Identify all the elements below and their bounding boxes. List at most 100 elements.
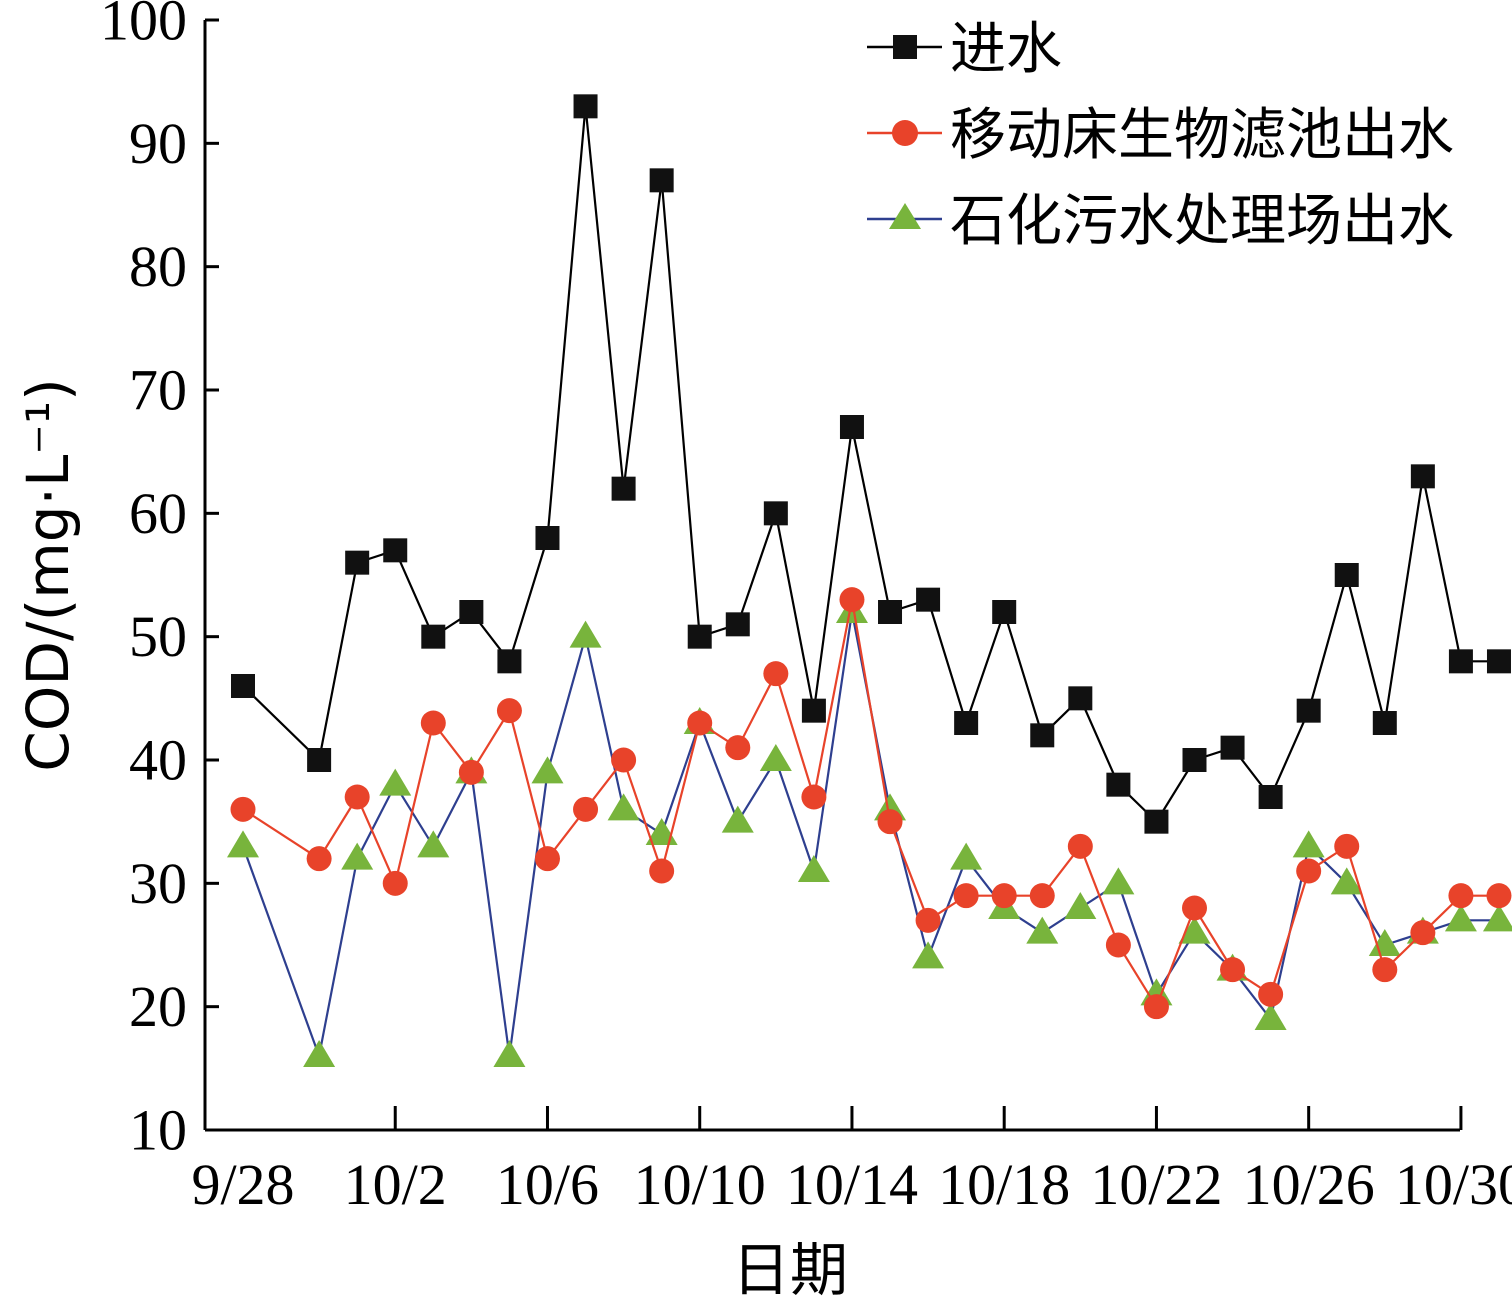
data-point-triangle bbox=[1444, 904, 1477, 932]
data-point-triangle bbox=[531, 756, 564, 784]
data-point-square bbox=[1258, 785, 1283, 809]
data-point-circle bbox=[839, 587, 865, 613]
data-point-circle bbox=[991, 883, 1017, 909]
data-point-circle bbox=[344, 784, 370, 810]
legend-marker-triangle bbox=[889, 203, 921, 229]
data-point-square bbox=[497, 649, 522, 674]
data-point-circle bbox=[915, 907, 941, 933]
legend: 进水 移动床生物滤池出水 石化污水处理场出水 bbox=[867, 17, 1454, 254]
data-point-square bbox=[878, 600, 903, 624]
data-point-square bbox=[231, 674, 255, 698]
data-point-circle bbox=[1220, 957, 1246, 983]
data-point-square bbox=[801, 698, 826, 723]
data-point-circle bbox=[534, 846, 560, 872]
data-point-square bbox=[345, 550, 370, 575]
data-point-triangle bbox=[493, 1040, 526, 1067]
x-axis-title: 日期 bbox=[732, 1236, 848, 1299]
data-point-square bbox=[1182, 748, 1207, 772]
data-point-circle bbox=[877, 809, 903, 835]
legend-marker-circle bbox=[892, 120, 918, 146]
series-line bbox=[242, 599, 1499, 1010]
data-point-circle bbox=[1334, 833, 1360, 859]
data-point-square bbox=[573, 94, 598, 119]
data-point-triangle bbox=[1254, 1003, 1287, 1030]
data-point-circle bbox=[1410, 920, 1436, 946]
data-point-square bbox=[459, 600, 484, 624]
y-ticks: 10 20 30 40 50 60 70 80 90 100 bbox=[100, 0, 219, 1163]
x-tick-label: 9/28 bbox=[191, 1152, 294, 1217]
data-point-triangle bbox=[1026, 916, 1059, 944]
data-point-triangle bbox=[607, 793, 640, 821]
data-point-square bbox=[1448, 649, 1473, 674]
data-point-triangle bbox=[1292, 830, 1325, 858]
data-point-triangle bbox=[1368, 929, 1401, 956]
data-point-square bbox=[1144, 809, 1169, 834]
data-point-triangle bbox=[341, 842, 374, 870]
data-point-square bbox=[1334, 563, 1359, 587]
data-point-circle bbox=[801, 784, 827, 810]
x-tick-label: 10/10 bbox=[634, 1152, 766, 1217]
data-point-square bbox=[1486, 649, 1511, 674]
x-tick-label: 10/30 bbox=[1395, 1152, 1512, 1217]
data-point-circle bbox=[420, 710, 446, 736]
data-point-triangle bbox=[721, 805, 754, 833]
series-0 bbox=[231, 94, 1511, 834]
data-point-triangle bbox=[797, 855, 830, 882]
data-point-square bbox=[1296, 698, 1321, 723]
data-point-circle bbox=[953, 883, 979, 909]
data-point-circle bbox=[573, 796, 599, 822]
data-point-triangle bbox=[1064, 892, 1097, 919]
series-2 bbox=[227, 596, 1512, 1067]
y-tick-label: 30 bbox=[129, 851, 187, 916]
data-point-circle bbox=[306, 846, 332, 872]
data-point-triangle bbox=[227, 830, 259, 858]
data-point-square bbox=[1220, 735, 1245, 760]
data-point-square bbox=[763, 501, 788, 526]
data-point-circle bbox=[725, 735, 751, 761]
axes bbox=[203, 20, 1460, 1132]
data-point-square bbox=[1030, 723, 1055, 748]
series-1 bbox=[230, 587, 1512, 1020]
data-point-triangle bbox=[569, 620, 602, 648]
data-point-square bbox=[1410, 464, 1435, 489]
data-point-circle bbox=[1143, 994, 1169, 1020]
data-point-circle bbox=[1067, 833, 1093, 859]
y-tick-label: 20 bbox=[129, 974, 187, 1039]
y-tick-label: 40 bbox=[129, 728, 187, 793]
data-point-circle bbox=[687, 710, 713, 736]
data-point-triangle bbox=[1178, 916, 1211, 944]
legend-label-mbbr: 移动床生物滤池出水 bbox=[950, 103, 1454, 168]
data-point-circle bbox=[1105, 932, 1131, 958]
data-point-circle bbox=[1486, 883, 1512, 909]
x-ticks: 9/28 10/2 10/6 10/10 10/14 10/18 10/22 10/26 10/… bbox=[191, 1106, 1512, 1217]
legend-label-plant: 石化污水处理场出水 bbox=[950, 189, 1454, 254]
data-point-square bbox=[687, 624, 712, 649]
data-point-circle bbox=[1296, 858, 1322, 884]
legend-item-plant: 石化污水处理场出水 bbox=[867, 189, 1454, 254]
data-point-square bbox=[307, 748, 332, 772]
data-point-square bbox=[839, 415, 864, 439]
data-point-triangle bbox=[950, 842, 983, 870]
data-point-triangle bbox=[417, 830, 450, 858]
legend-item-inflow: 进水 bbox=[867, 17, 1062, 82]
data-point-circle bbox=[649, 858, 675, 884]
x-tick-label: 10/26 bbox=[1243, 1152, 1375, 1217]
legend-label-inflow: 进水 bbox=[950, 17, 1062, 82]
data-point-square bbox=[992, 600, 1017, 624]
legend-marker-square bbox=[893, 35, 917, 59]
data-point-triangle bbox=[759, 744, 792, 771]
x-tick-label: 10/22 bbox=[1090, 1152, 1222, 1217]
series-layer bbox=[227, 94, 1512, 1067]
y-tick-label: 50 bbox=[129, 604, 187, 669]
x-tick-label: 10/14 bbox=[786, 1152, 918, 1217]
data-point-circle bbox=[1448, 883, 1474, 909]
data-point-circle bbox=[763, 661, 789, 687]
data-point-square bbox=[383, 538, 408, 563]
data-point-square bbox=[611, 476, 636, 501]
data-point-circle bbox=[1029, 883, 1055, 909]
data-point-circle bbox=[1182, 895, 1207, 921]
x-tick-label: 10/18 bbox=[938, 1152, 1070, 1217]
y-axis-title: COD/(mg·L⁻¹) bbox=[14, 378, 82, 772]
data-point-square bbox=[916, 587, 941, 612]
